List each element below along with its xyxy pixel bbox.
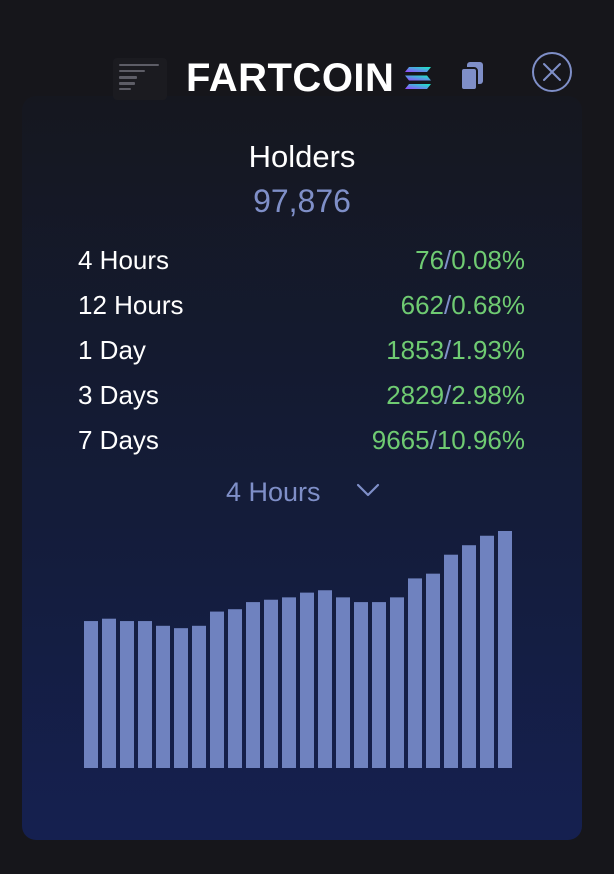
stat-row-3-days: 3 Days 2829/2.98% (78, 376, 525, 421)
stat-label: 1 Day (78, 335, 146, 365)
stat-label: 4 Hours (78, 245, 170, 275)
chart-bar (282, 597, 296, 768)
token-name: FARTCOIN (186, 56, 395, 100)
solana-icon (405, 67, 431, 89)
chart-bar (300, 592, 314, 768)
stat-value: 76/0.08% (415, 245, 525, 275)
stat-count: 2829 (386, 380, 445, 410)
chart-bar (336, 597, 350, 768)
chart-bar (120, 621, 134, 768)
stat-count: 9665 (371, 425, 430, 455)
holders-count: 97,876 (253, 183, 351, 219)
holders-bar-chart (84, 531, 512, 768)
chart-bar (426, 573, 440, 768)
stat-row-4-hours: 4 Hours 76/0.08% (78, 241, 525, 286)
token-logo (113, 58, 167, 100)
period-dropdown-value: 4 Hours (226, 477, 321, 507)
chart-bar (408, 578, 422, 768)
stat-label: 7 Days (78, 425, 159, 455)
token-header: FARTCOIN (0, 0, 614, 100)
chart-bar (318, 590, 332, 768)
chart-bar (174, 628, 188, 768)
stat-row-7-days: 7 Days 9665/10.96% (78, 421, 525, 466)
chart-bar (444, 554, 458, 768)
chart-bar (480, 535, 494, 768)
chart-bar (102, 618, 116, 768)
stat-row-1-day: 1 Day 1853/1.93% (78, 331, 525, 376)
holder-change-list: 4 Hours 76/0.08% 12 Hours 662/0.68% 1 Da… (78, 241, 525, 466)
chart-bar (462, 545, 476, 768)
chart-bar (84, 621, 98, 768)
stat-row-12-hours: 12 Hours 662/0.68% (78, 286, 525, 331)
stat-percent: 1.93% (451, 335, 525, 365)
stat-value: 1853/1.93% (386, 335, 525, 365)
chevron-down-icon (356, 483, 380, 497)
chart-bar (192, 625, 206, 768)
stat-label: 12 Hours (78, 290, 184, 320)
stat-percent: 0.68% (451, 290, 525, 320)
stat-count: 76 (415, 245, 445, 275)
copy-icon[interactable] (458, 60, 486, 92)
chart-bar (372, 602, 386, 768)
chart-bar (264, 599, 278, 768)
stat-percent: 2.98% (451, 380, 525, 410)
stat-value: 662/0.68% (400, 290, 525, 320)
stat-percent: 0.08% (451, 245, 525, 275)
chart-bar (156, 625, 170, 768)
chart-bar (498, 531, 512, 768)
stat-label: 3 Days (78, 380, 159, 410)
close-icon[interactable] (531, 51, 573, 93)
chart-bar (246, 602, 260, 768)
stat-count: 1853 (386, 335, 445, 365)
chart-bar (138, 621, 152, 768)
stat-value: 2829/2.98% (386, 380, 525, 410)
chart-bar (390, 597, 404, 768)
holders-label: Holders (248, 139, 356, 174)
stat-percent: 10.96% (436, 425, 525, 455)
chart-bar (210, 611, 224, 768)
chart-bar (228, 609, 242, 768)
stat-count: 662 (400, 290, 445, 320)
period-dropdown[interactable]: 4 Hours (210, 472, 400, 512)
chart-bar (354, 602, 368, 768)
stat-value: 9665/10.96% (371, 425, 525, 455)
